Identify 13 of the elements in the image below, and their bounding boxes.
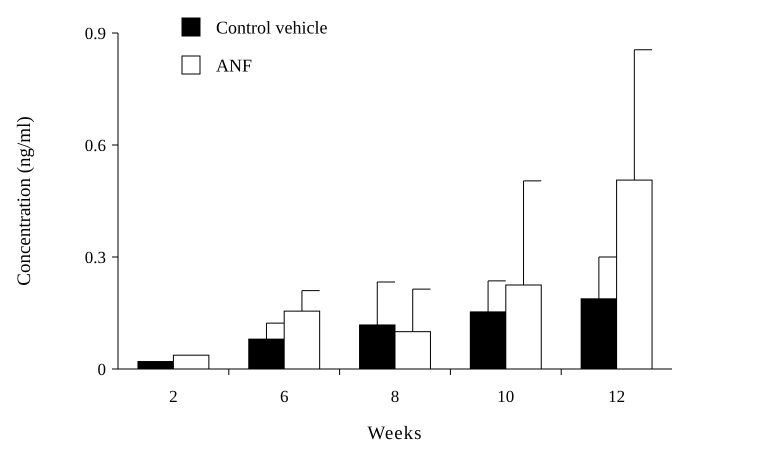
legend-label: ANF: [216, 55, 252, 76]
x-axis-title: Weeks: [367, 423, 423, 444]
y-tick-label: 0.3: [84, 248, 106, 267]
y-tick-label: 0.6: [84, 136, 106, 155]
y-tick-label: 0.9: [84, 24, 106, 43]
x-tick-label: 2: [169, 387, 178, 406]
x-tick-label: 8: [390, 387, 400, 406]
x-tick-label: 10: [497, 387, 514, 406]
x-tick-label: 6: [280, 387, 288, 406]
x-tick-label: 12: [608, 387, 626, 406]
y-tick-label: 0: [98, 360, 106, 379]
y-axis-title: Concentration (ng/ml): [14, 116, 35, 286]
legend-label: Control vehicle: [216, 17, 328, 38]
